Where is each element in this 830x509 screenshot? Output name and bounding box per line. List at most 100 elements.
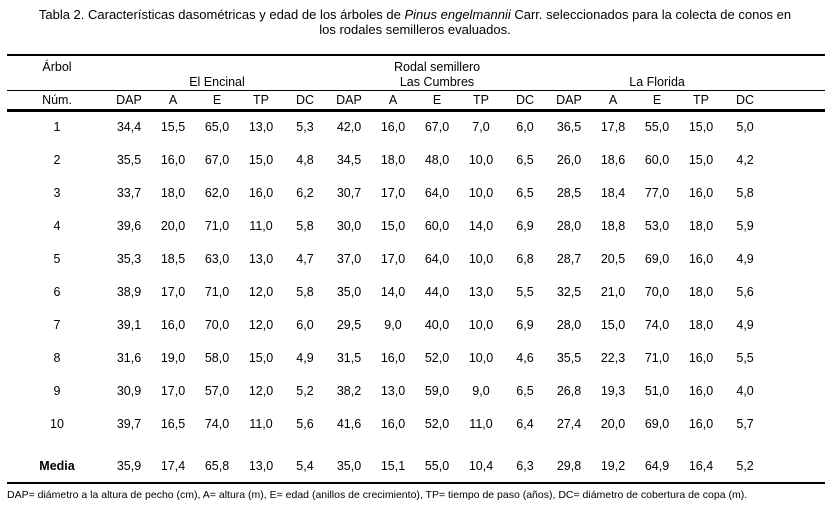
data-cell: 5,8 [736, 185, 754, 200]
header-row-sites: El Encinal Las Cumbres La Florida [7, 74, 826, 91]
spacer-cell [679, 440, 723, 450]
data-cell: 35,0 [336, 284, 362, 299]
data-cell: 55,0 [644, 120, 670, 135]
data-cell: 64,0 [424, 185, 450, 200]
data-cell: 69,0 [644, 251, 670, 266]
data-cell: 4,6 [516, 350, 534, 365]
col-header-e: E [195, 90, 239, 112]
spacer-cell [767, 308, 825, 341]
col-header-e: E [635, 90, 679, 112]
data-cell: 44,0 [424, 284, 450, 299]
spacer-cell [767, 55, 825, 74]
data-cell: 60,0 [644, 152, 670, 167]
data-cell: 57,0 [204, 383, 230, 398]
data-cell: 38,9 [116, 284, 142, 299]
spacer-cell [767, 242, 825, 275]
tree-number-cell: 2 [53, 152, 61, 167]
header-row-columns: Núm. DAP A E TP DC DAP A E TP DC DAP A E… [7, 90, 826, 112]
data-cell: 5,9 [736, 218, 754, 233]
table-row: 2 35,5 16,0 67,0 15,0 4,8 34,5 18,0 48,0 10,0 6,5 2… [7, 143, 825, 176]
data-cell: 5,0 [736, 120, 754, 135]
data-cell: 6,0 [516, 120, 534, 135]
data-cell: 51,0 [644, 383, 670, 398]
data-cell: 5,5 [516, 284, 534, 299]
data-cell: 16,0 [248, 185, 274, 200]
data-cell: 16,0 [688, 383, 714, 398]
data-cell: 21,0 [600, 284, 626, 299]
spacer-cell [767, 90, 826, 112]
media-value-cell: 64,9 [644, 459, 670, 473]
spacer-cell [7, 440, 107, 450]
table-row: 4 39,6 20,0 71,0 11,0 5,8 30,0 15,0 60,0 14,0 6,9 2… [7, 209, 825, 242]
data-cell: 4,7 [296, 251, 314, 266]
data-cell: 9,0 [472, 383, 490, 398]
table-row: 9 30,9 17,0 57,0 12,0 5,2 38,2 13,0 59,0 9,0 6,5 26… [7, 374, 825, 407]
col-header-dc: DC [503, 90, 547, 112]
data-cell: 16,0 [160, 152, 186, 167]
header-row-top: Árbol Rodal semillero [7, 55, 825, 74]
data-cell: 52,0 [424, 350, 450, 365]
data-cell: 17,0 [380, 251, 406, 266]
data-cell: 4,0 [736, 383, 754, 398]
caption-line2: los rodales semilleros evaluados. [319, 22, 511, 37]
dasometric-table: Árbol Rodal semillero El Encinal Las Cum… [7, 54, 826, 484]
site-header-las-cumbres: Las Cumbres [327, 74, 547, 91]
data-cell: 22,3 [600, 350, 626, 365]
data-cell: 6,0 [296, 317, 314, 332]
data-cell: 77,0 [644, 185, 670, 200]
data-cell: 16,0 [688, 416, 714, 431]
data-cell: 28,0 [556, 218, 582, 233]
spacer-cell [767, 440, 825, 450]
data-cell: 4,9 [736, 317, 754, 332]
spacer-cell [767, 176, 825, 209]
data-cell: 18,4 [600, 185, 626, 200]
data-cell: 20,0 [160, 218, 186, 233]
data-cell: 31,6 [116, 350, 142, 365]
col-header-a: A [151, 90, 195, 112]
col-header-dap: DAP [547, 90, 591, 112]
table-header: Árbol Rodal semillero El Encinal Las Cum… [7, 55, 826, 112]
data-cell: 65,0 [204, 120, 230, 135]
data-cell: 15,5 [160, 120, 186, 135]
col-header-a: A [371, 90, 415, 112]
data-cell: 7,0 [472, 120, 490, 135]
data-cell: 15,0 [248, 152, 274, 167]
spacer-cell [767, 275, 825, 308]
data-cell: 26,8 [556, 383, 582, 398]
media-value-cell: 55,0 [424, 459, 450, 473]
data-cell: 71,0 [644, 350, 670, 365]
data-cell: 5,6 [296, 416, 314, 431]
col-header-tp: TP [679, 90, 723, 112]
data-cell: 33,7 [116, 185, 142, 200]
data-cell: 30,0 [336, 218, 362, 233]
data-cell: 15,0 [248, 350, 274, 365]
table-row: 5 35,3 18,5 63,0 13,0 4,7 37,0 17,0 64,0 10,0 6,8 2… [7, 242, 825, 275]
data-cell: 34,5 [336, 152, 362, 167]
data-cell: 5,5 [736, 350, 754, 365]
data-cell: 71,0 [204, 218, 230, 233]
data-cell: 71,0 [204, 284, 230, 299]
data-cell: 35,5 [556, 350, 582, 365]
media-value-cell: 17,4 [160, 459, 186, 473]
data-cell: 10,0 [468, 152, 494, 167]
data-cell: 6,9 [516, 317, 534, 332]
media-value-cell: 35,0 [336, 459, 362, 473]
col-header-dc: DC [723, 90, 768, 112]
data-cell: 6,5 [516, 152, 534, 167]
tree-number-cell: 5 [53, 251, 61, 266]
media-value-cell: 29,8 [556, 459, 582, 473]
data-cell: 17,8 [600, 120, 626, 135]
data-cell: 17,0 [160, 284, 186, 299]
data-cell: 16,0 [380, 120, 406, 135]
arbol-header: Árbol [42, 60, 72, 74]
data-cell: 27,4 [556, 416, 582, 431]
data-cell: 6,9 [516, 218, 534, 233]
data-cell: 10,0 [468, 317, 494, 332]
data-cell: 16,5 [160, 416, 186, 431]
rodal-semillero-header: Rodal semillero [393, 60, 481, 74]
data-cell: 5,8 [296, 218, 314, 233]
data-cell: 32,5 [556, 284, 582, 299]
data-cell: 70,0 [204, 317, 230, 332]
media-label-cell: Media [39, 459, 75, 473]
